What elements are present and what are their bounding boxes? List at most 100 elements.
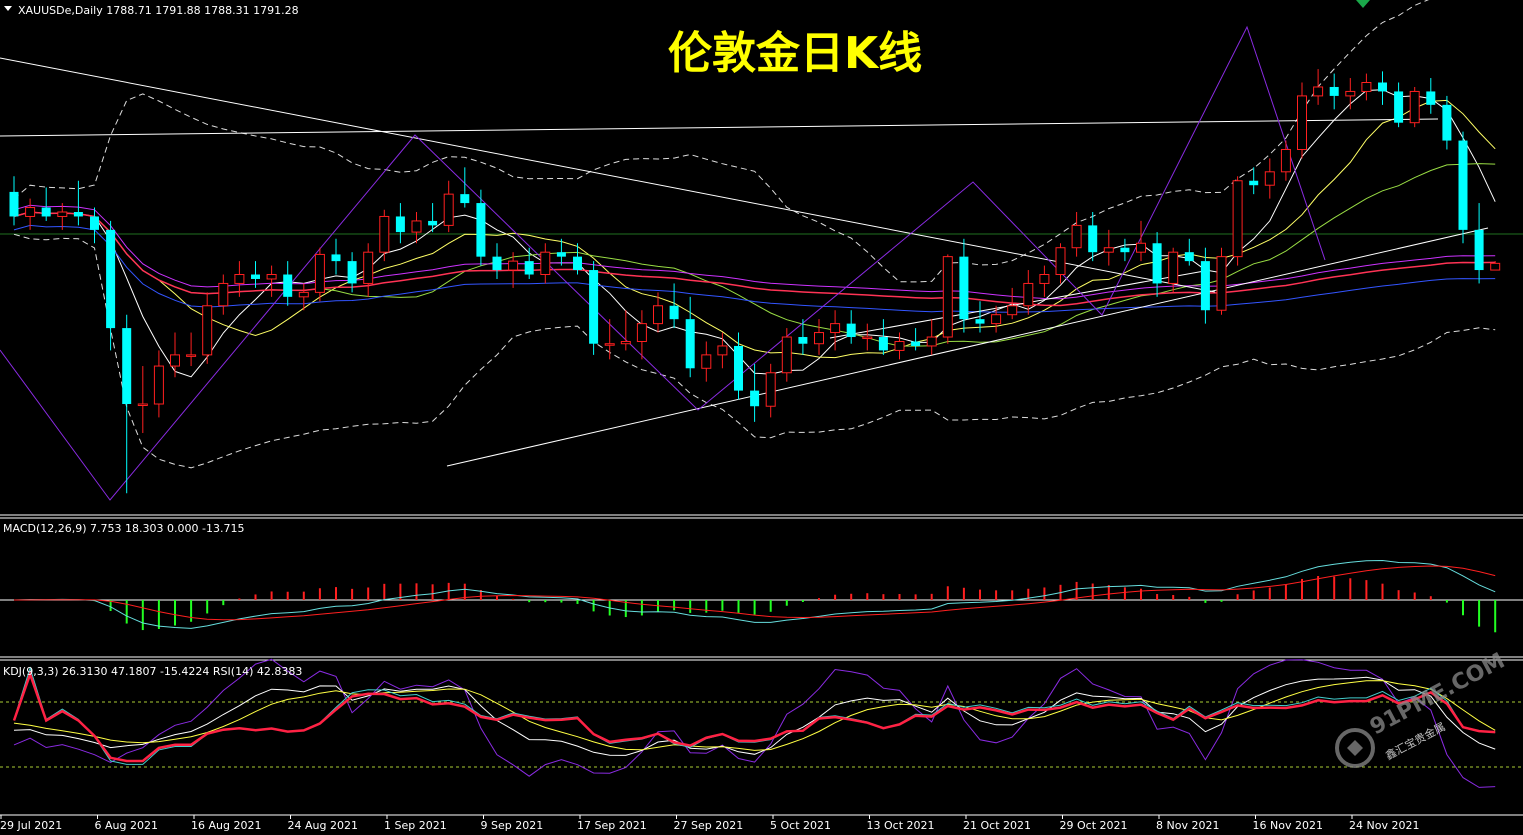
time-axis-label: 5 Oct 2021 xyxy=(770,819,831,832)
candle-body xyxy=(460,194,470,204)
candle-body xyxy=(1264,171,1275,186)
candle-body xyxy=(846,323,856,338)
kdj-d-line xyxy=(13,680,1496,751)
time-axis-label: 29 Jul 2021 xyxy=(0,819,62,832)
candle-body xyxy=(1361,82,1372,92)
candle-body xyxy=(363,251,374,284)
candle-body xyxy=(57,211,68,217)
candle-body xyxy=(106,229,116,329)
ma-10-line xyxy=(13,99,1496,359)
candle-body xyxy=(765,372,776,407)
candle-body xyxy=(814,332,824,345)
candle-body xyxy=(1120,247,1130,253)
candle-body xyxy=(926,336,937,347)
candle-body xyxy=(1378,82,1387,92)
candle-body xyxy=(218,282,229,307)
time-axis-label: 8 Nov 2021 xyxy=(1156,819,1219,832)
symbol-header: XAUUSDe,Daily 1788.71 1791.88 1788.31 17… xyxy=(18,4,299,17)
candle-body xyxy=(476,203,486,257)
candle-body xyxy=(1216,256,1227,311)
kdj-panel[interactable] xyxy=(0,658,1523,788)
time-axis: 29 Jul 2021 6 Aug 2021 16 Aug 2021 24 Aug 2… xyxy=(0,815,1419,832)
candle-body xyxy=(556,252,566,257)
candle-body xyxy=(1136,242,1146,253)
candle-body xyxy=(331,254,341,262)
candle-body xyxy=(1490,262,1501,271)
candle-body xyxy=(701,354,712,369)
time-axis-label: 21 Oct 2021 xyxy=(963,819,1031,832)
moving-averages xyxy=(13,89,1496,378)
trendline-rising-2 xyxy=(829,269,1211,339)
ma-120-line xyxy=(13,224,1496,313)
time-axis-label: 17 Sep 2021 xyxy=(577,819,647,832)
candle-body xyxy=(234,274,245,284)
candle-body xyxy=(186,354,197,357)
candle-body xyxy=(573,256,582,271)
candle-body xyxy=(1474,229,1484,271)
kdj-header: KDJ(9,3,3) 26.3130 47.1807 -15.4224 RSI(… xyxy=(3,665,302,678)
candle-body xyxy=(798,337,808,344)
candle-body xyxy=(604,343,615,346)
candle-body xyxy=(1184,252,1194,262)
trendlines xyxy=(0,25,1489,501)
candle-body xyxy=(975,319,985,324)
candle-body xyxy=(379,215,390,253)
candle-body xyxy=(830,323,841,334)
candle-body xyxy=(1103,247,1114,253)
time-axis-label: 13 Oct 2021 xyxy=(867,819,935,832)
trendline-falling xyxy=(0,57,1216,293)
candle-body xyxy=(653,305,663,325)
time-axis-label: 24 Nov 2021 xyxy=(1349,819,1419,832)
candle-body xyxy=(1280,148,1291,173)
candle-body xyxy=(991,314,1002,325)
candle-body xyxy=(251,274,260,279)
candle-body xyxy=(717,345,728,356)
time-axis-label: 16 Nov 2021 xyxy=(1253,819,1323,832)
time-axis-label: 6 Aug 2021 xyxy=(95,819,158,832)
candle-body xyxy=(1297,95,1307,150)
candle-body xyxy=(589,270,599,344)
candle-body xyxy=(620,340,631,345)
candle-body xyxy=(1394,91,1404,123)
watermark-logo-inner-icon xyxy=(1347,740,1363,756)
time-axis-label: 9 Sep 2021 xyxy=(481,819,544,832)
time-axis-label: 16 Aug 2021 xyxy=(191,819,261,832)
down-arrow-marker-icon xyxy=(1356,0,1370,8)
candle-body xyxy=(1152,243,1162,284)
candle-body xyxy=(395,216,405,233)
bollinger-upper xyxy=(13,0,1429,283)
candle-body xyxy=(137,403,148,406)
watermark-logo-icon xyxy=(1335,728,1375,768)
candle-body xyxy=(283,274,293,297)
bollinger-lower xyxy=(13,233,1496,469)
candle-body xyxy=(314,253,325,293)
candle-body xyxy=(636,323,647,342)
candle-body xyxy=(781,336,792,374)
candle-body xyxy=(1023,282,1034,307)
candle-body xyxy=(443,193,454,226)
collapse-triangle-icon[interactable] xyxy=(4,6,12,11)
candle-body xyxy=(750,390,760,407)
trendline-rising xyxy=(446,227,1489,467)
candle-body xyxy=(411,220,422,233)
macd-panel[interactable] xyxy=(0,559,1523,633)
candle-body xyxy=(1232,180,1243,258)
candle-body xyxy=(122,328,132,404)
candle-body xyxy=(25,207,36,217)
rsi-smoothed-line xyxy=(12,670,1496,763)
candle-body xyxy=(734,345,743,391)
candle-body xyxy=(428,220,438,226)
candle-body xyxy=(1458,140,1468,230)
candle-body xyxy=(9,191,19,217)
candle-body xyxy=(90,216,99,230)
candle-body xyxy=(1055,247,1066,276)
candle-body xyxy=(347,261,357,284)
bollinger-bands xyxy=(13,0,1496,469)
candle-body xyxy=(540,251,551,276)
candle-body xyxy=(1088,225,1098,253)
candle-body xyxy=(1313,86,1324,97)
candle-body xyxy=(894,340,905,351)
candle-body xyxy=(942,256,953,338)
